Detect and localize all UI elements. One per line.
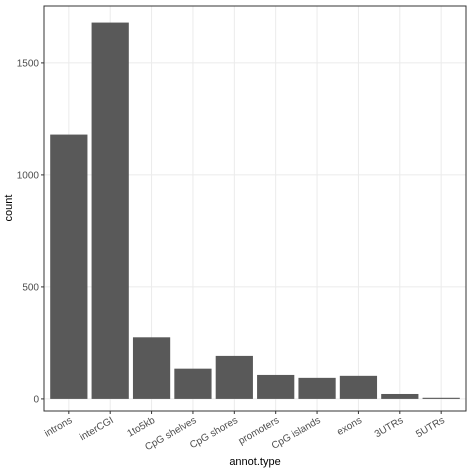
x-tick-label: 1to5kb [126,415,158,440]
bar [91,22,129,399]
bar [381,393,419,399]
y-axis-title: count [3,195,15,222]
x-tick-label: 5UTRs [414,415,446,440]
bar [174,368,212,399]
x-tick-label: introns [43,415,74,440]
panel-border [43,5,467,412]
bar [298,377,336,399]
x-tick-label: exons [335,415,364,438]
y-tick-label: 1500 [17,58,40,69]
bar [422,397,460,399]
bar [132,337,171,399]
x-tick-label: interCGI [78,415,116,443]
bar [257,374,295,399]
x-axis-title: annot.type [229,456,280,468]
y-tick-label: 500 [22,282,39,293]
bar [50,134,88,399]
y-tick-label: 0 [33,394,39,405]
bar [215,355,253,399]
bar [339,375,378,399]
x-tick-label: 3UTRs [373,415,405,440]
y-tick-label: 1000 [17,170,40,181]
